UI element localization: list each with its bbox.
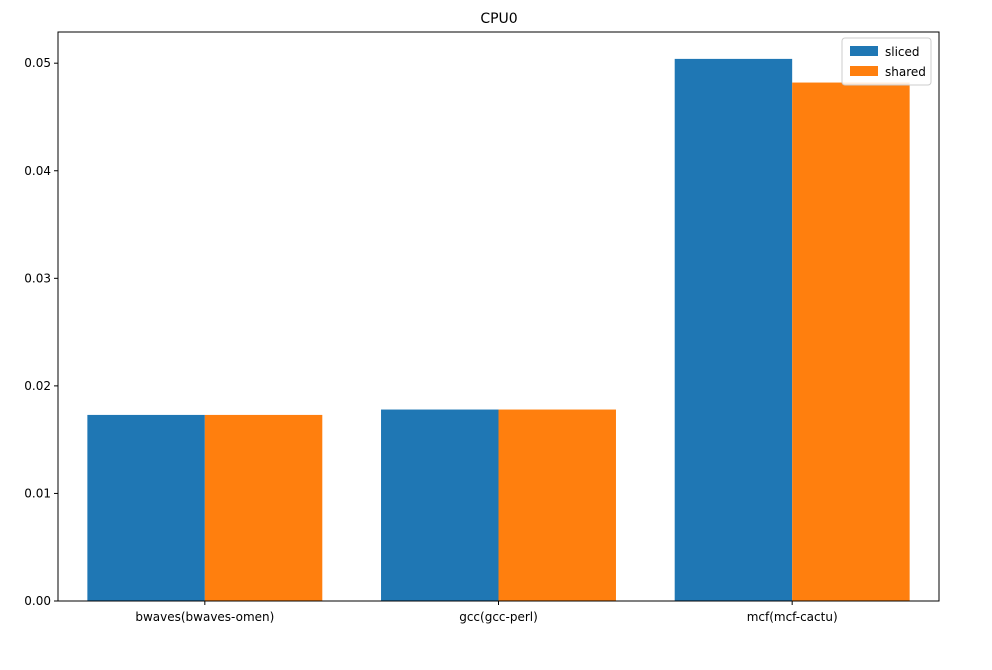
bars-group [87,58,910,602]
axes-group: 0.00 0.01 0.02 0.03 0.04 0.05 bwaves(bwaves-om… [24,31,940,624]
bar-shared-1 [498,409,616,601]
legend: sliced shared [841,37,932,86]
y-tick-label: 0.02 [24,379,51,393]
y-tick-label: 0.03 [24,271,51,285]
legend-swatch-shared [850,66,878,76]
x-tick-label: bwaves(bwaves-omen) [135,610,274,624]
legend-label-sliced: sliced [885,45,920,59]
bar-sliced-0 [87,414,205,601]
bar-shared-2 [792,82,910,602]
y-tick-label: 0.04 [24,164,51,178]
y-tick-label: 0.01 [24,486,51,500]
x-tick-label: gcc(gcc-perl) [459,610,538,624]
bar-sliced-2 [674,58,793,601]
chart-title: CPU0 [480,11,517,27]
bar-sliced-1 [381,409,499,601]
legend-label-shared: shared [885,65,926,79]
y-tick-label: 0.00 [24,594,51,608]
bar-shared-0 [204,414,323,601]
x-tick-label: mcf(mcf-cactu) [747,610,838,624]
y-tick-label: 0.05 [24,56,51,70]
legend-swatch-sliced [850,46,878,56]
